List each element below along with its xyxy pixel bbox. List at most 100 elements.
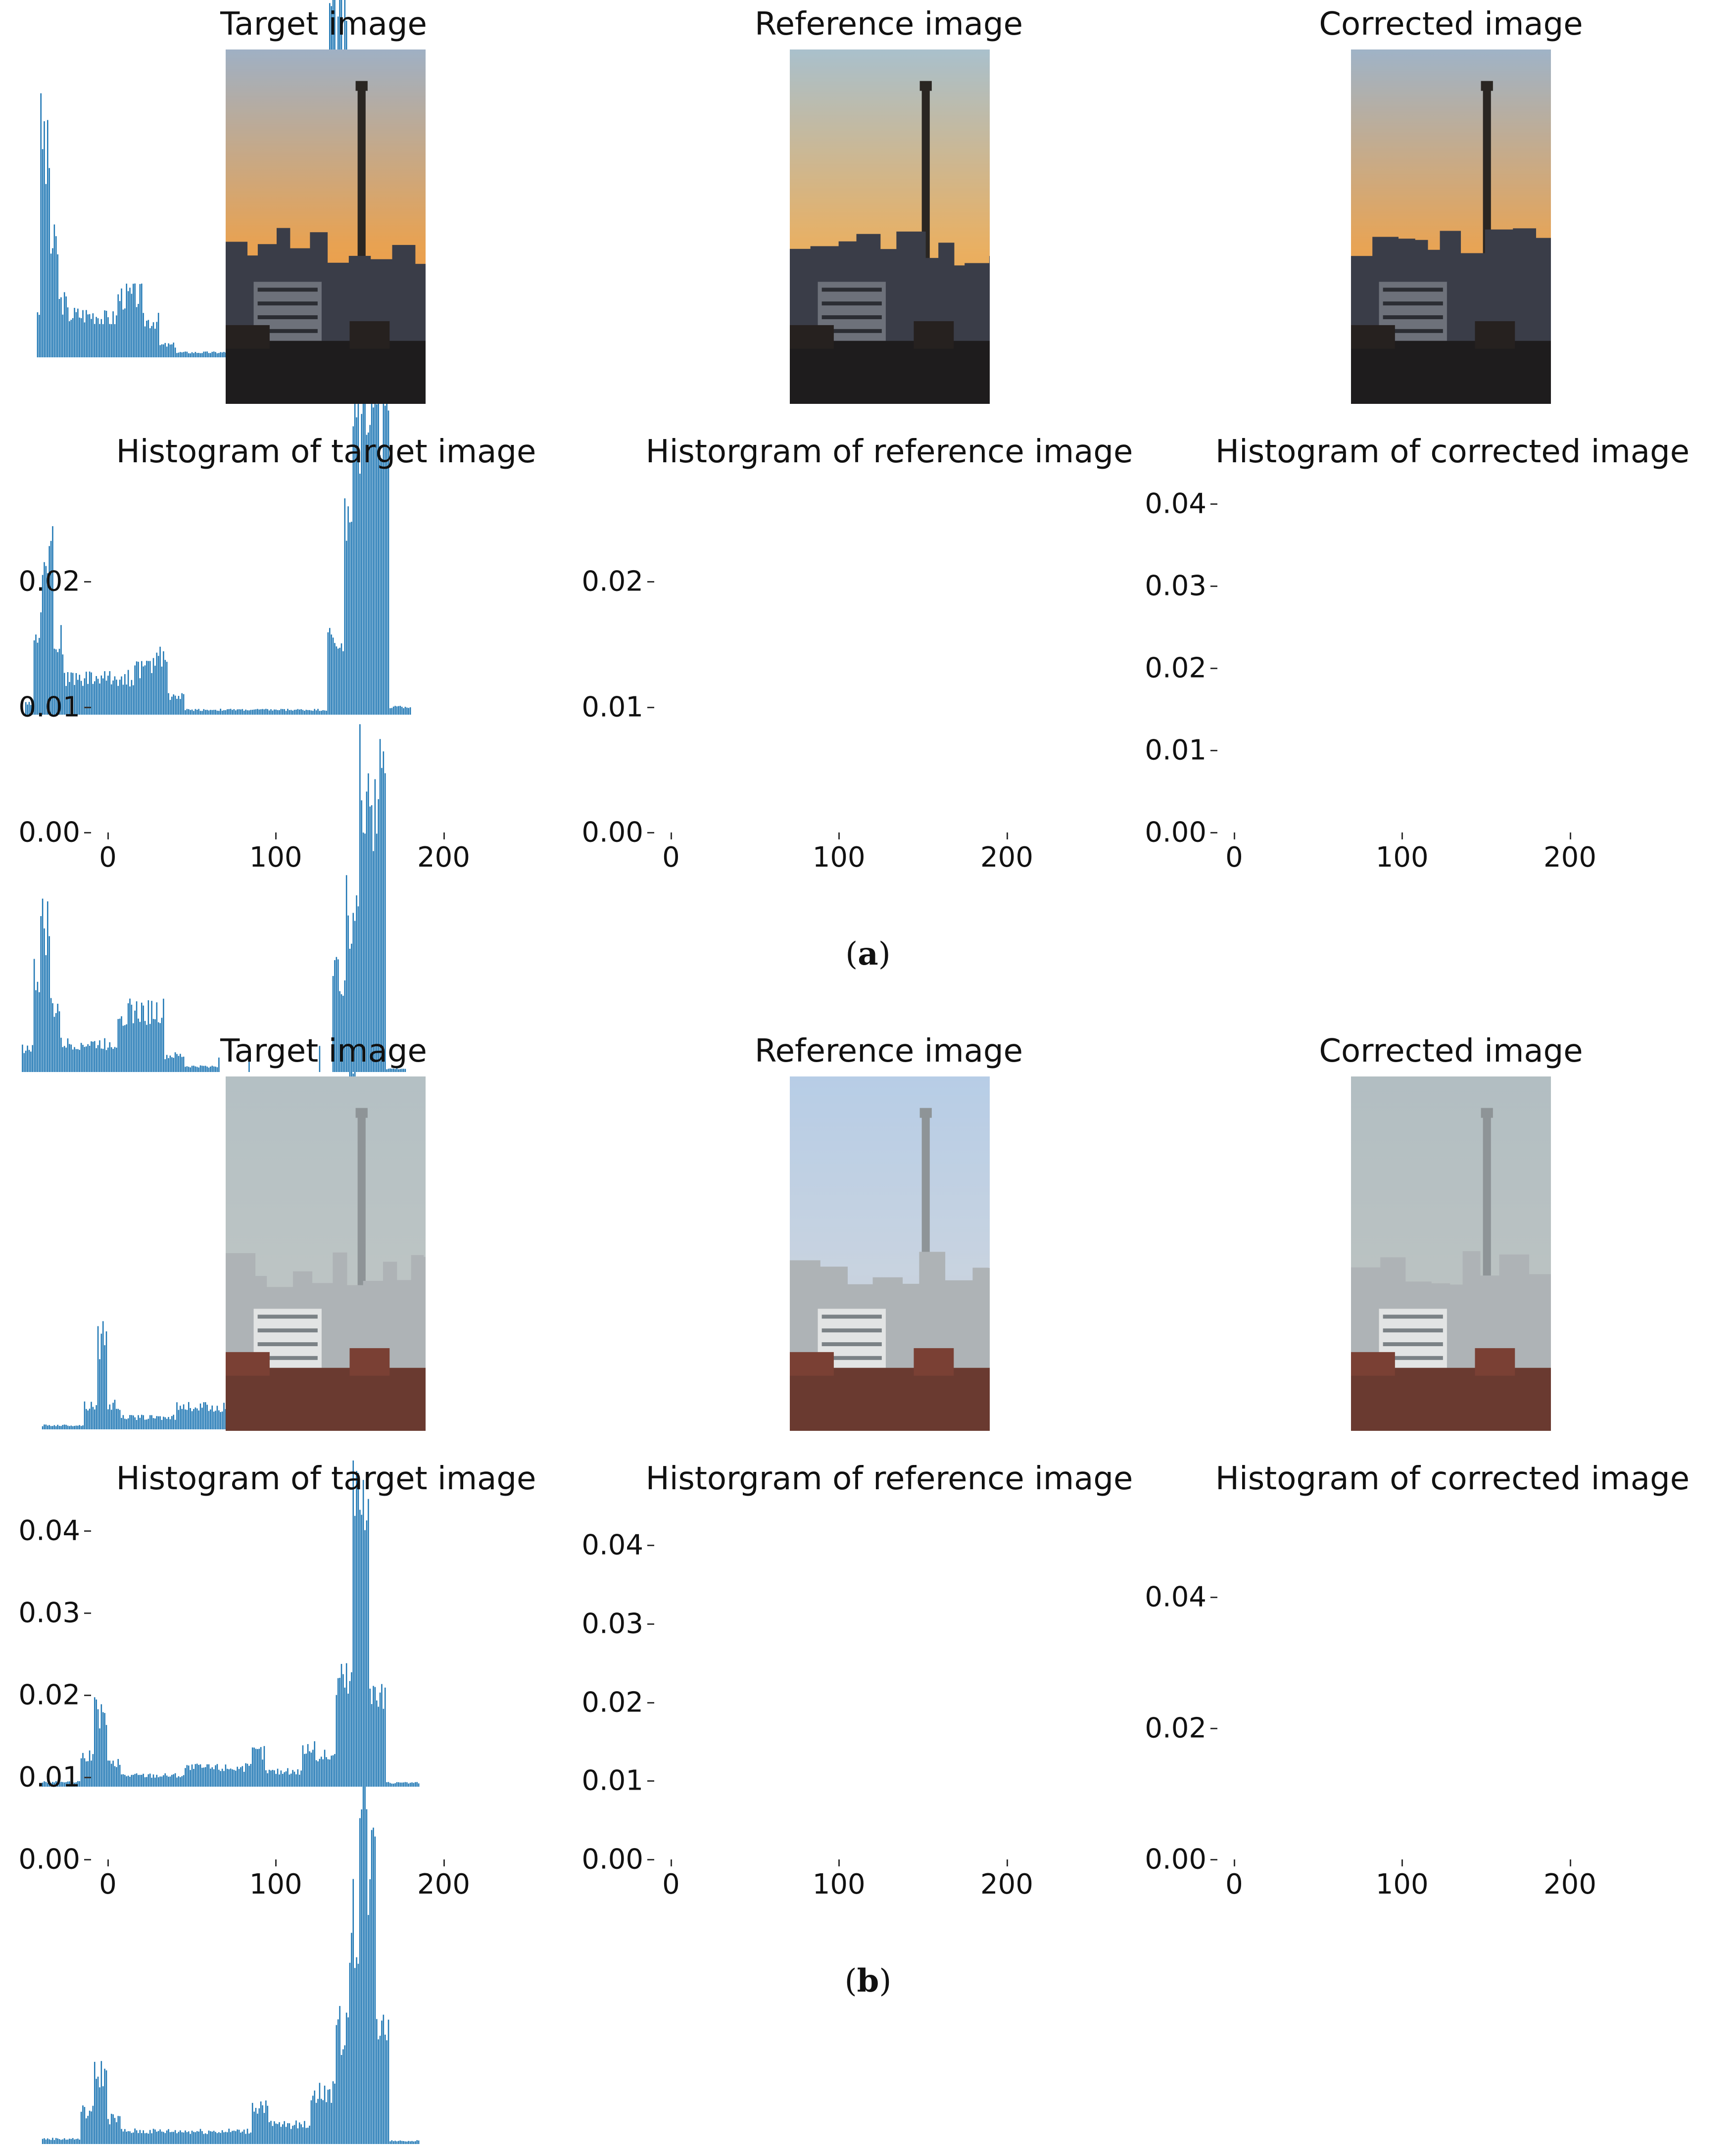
histogram-bar — [342, 651, 344, 715]
histogram-bar — [157, 313, 159, 357]
histogram-bar — [124, 674, 126, 715]
histogram-bar — [300, 1770, 302, 1787]
histogram-bar — [70, 320, 72, 357]
histogram-bar — [378, 1707, 379, 1787]
histogram-bar — [265, 1770, 267, 1787]
histogram-bar — [173, 1774, 175, 1787]
histogram-bar — [110, 1410, 112, 1429]
histogram-bar — [50, 998, 52, 1072]
histogram-bar — [82, 1045, 84, 1072]
histogram-bar — [230, 2132, 232, 2144]
photo-canvas — [226, 1076, 426, 1431]
histogram-bar — [223, 351, 225, 357]
histogram-bar — [97, 679, 99, 715]
histogram-bar — [384, 773, 386, 1072]
histogram-bar — [329, 1759, 331, 1787]
histogram-bar — [94, 324, 96, 357]
y-tick-mark — [84, 832, 91, 833]
histogram-bar — [92, 1407, 94, 1429]
histogram-bar — [285, 2127, 287, 2144]
histogram-bar — [97, 1045, 99, 1072]
histogram-bar — [321, 2098, 322, 2144]
histogram-bar — [216, 710, 218, 715]
histogram-bar — [379, 1692, 381, 1787]
histogram-bar — [139, 2130, 141, 2144]
histogram-bar — [211, 1405, 213, 1429]
histogram-bar — [216, 1406, 218, 1429]
histogram-bar — [361, 414, 363, 715]
x-tick-label: 100 — [1375, 1868, 1429, 1901]
histogram-bar — [173, 694, 175, 715]
histogram-bar — [100, 675, 102, 715]
histogram-bar — [48, 1425, 50, 1429]
histogram-bar — [110, 1047, 112, 1072]
histogram-bar — [127, 1418, 129, 1429]
histogram-bar — [144, 326, 146, 357]
histogram-bar — [235, 710, 237, 715]
histogram-bar — [163, 2132, 164, 2144]
histogram-bar — [87, 1044, 89, 1072]
histogram-bar — [193, 711, 194, 715]
histogram-bar — [240, 1767, 241, 1787]
histogram-bar — [121, 676, 122, 715]
histogram-bar — [181, 352, 183, 357]
histogram-bar — [329, 628, 331, 715]
histogram-bar — [351, 1672, 352, 1787]
histogram-bar — [364, 335, 366, 715]
histogram-bar — [70, 1781, 72, 1787]
histogram-bar — [156, 652, 158, 715]
histogram-bar — [119, 1410, 121, 1429]
histogram-bar — [225, 710, 227, 715]
histogram-bar — [149, 1024, 151, 1072]
histogram-bar — [159, 1776, 161, 1787]
x-tick-mark — [107, 832, 109, 839]
histogram-bar — [384, 405, 386, 715]
histogram-bar — [69, 2139, 70, 2144]
histogram-bar — [246, 710, 248, 715]
histogram-bar — [194, 1066, 196, 1072]
histogram-bar — [89, 1750, 91, 1787]
histogram-bar — [340, 1663, 342, 1787]
histogram-bar — [72, 673, 74, 715]
histogram-bar — [159, 1023, 161, 1072]
panel-b: Target image Histogram of target image 0.0… — [0, 1028, 1736, 2144]
histogram-bar — [230, 1768, 232, 1787]
histogram-bar — [134, 2128, 136, 2144]
histogram-bar — [305, 710, 307, 715]
histogram-bar — [216, 1067, 218, 1072]
histogram-bar — [334, 960, 336, 1072]
histogram-bar — [60, 2140, 62, 2144]
histogram-bar — [297, 1769, 299, 1787]
histogram-bar — [319, 1046, 321, 1072]
histogram-bar — [386, 1069, 387, 1072]
histogram-bar — [67, 1425, 69, 1429]
histogram-bar — [378, 2039, 379, 2144]
histogram-bar — [237, 1766, 238, 1787]
histogram-bar — [178, 696, 180, 715]
histogram-bar — [361, 1514, 363, 1787]
histogram-bar — [127, 2131, 129, 2144]
histogram-bar — [87, 2116, 89, 2144]
histogram-bar — [174, 1052, 176, 1072]
histogram-bar — [262, 1759, 263, 1787]
histogram-bar — [213, 1769, 215, 1787]
histogram-bar — [53, 648, 55, 715]
histogram-bar — [84, 678, 86, 715]
histogram-bar — [241, 2131, 243, 2144]
histogram-bar — [136, 1001, 138, 1072]
histogram-bar — [156, 1774, 158, 1787]
histogram-bar — [364, 1771, 366, 2144]
histogram-bar — [371, 1704, 373, 1787]
histogram-bar — [398, 2141, 399, 2144]
histogram-bar — [309, 2125, 310, 2144]
histogram-title: Histogram of corrected image — [1215, 1461, 1690, 1497]
histogram-bar — [188, 1402, 190, 1429]
histogram-bar — [373, 407, 374, 715]
histogram-bar — [143, 666, 144, 715]
y-tick-label: 0.04 — [1145, 1581, 1206, 1613]
histogram-bar — [215, 2132, 216, 2144]
histogram-bar — [91, 2111, 92, 2144]
x-tick-label: 0 — [662, 1868, 680, 1901]
histogram-bar — [79, 1781, 81, 1787]
y-tick-label: 0.01 — [581, 691, 643, 724]
